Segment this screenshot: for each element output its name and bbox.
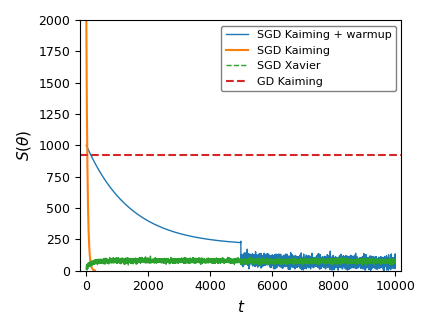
SGD Kaiming + warmup <box>144 218 149 222</box>
SGD Kaiming <box>87 246 92 250</box>
SGD Kaiming + warmup <box>378 257 383 261</box>
SGD Kaiming <box>86 241 92 245</box>
SGD Kaiming <box>87 253 92 257</box>
GD Kaiming <box>84 153 89 157</box>
SGD Kaiming + warmup <box>329 268 335 272</box>
SGD Kaiming + warmup <box>297 258 302 262</box>
GD Kaiming <box>84 153 89 157</box>
Line: SGD Xavier: SGD Xavier <box>86 256 395 270</box>
SGD Xavier <box>84 264 89 268</box>
SGD Kaiming + warmup <box>264 256 269 260</box>
SGD Kaiming <box>85 189 90 193</box>
SGD Xavier <box>148 254 153 258</box>
Line: SGD Kaiming: SGD Kaiming <box>86 20 95 271</box>
Legend: SGD Kaiming + warmup, SGD Kaiming, SGD Xavier, GD Kaiming: SGD Kaiming + warmup, SGD Kaiming, SGD X… <box>221 25 396 91</box>
SGD Kaiming + warmup <box>393 262 398 266</box>
SGD Xavier <box>293 259 298 263</box>
Y-axis label: $S(\theta)$: $S(\theta)$ <box>15 130 33 161</box>
SGD Xavier <box>115 259 120 263</box>
X-axis label: $t$: $t$ <box>237 299 245 315</box>
SGD Kaiming + warmup <box>115 195 120 199</box>
SGD Kaiming <box>84 18 89 22</box>
SGD Kaiming + warmup <box>84 143 89 147</box>
Line: SGD Kaiming + warmup: SGD Kaiming + warmup <box>86 145 395 270</box>
SGD Xavier <box>393 260 398 264</box>
SGD Xavier <box>378 258 383 262</box>
SGD Xavier <box>84 268 89 272</box>
SGD Kaiming <box>84 120 89 124</box>
SGD Xavier <box>297 259 302 263</box>
SGD Kaiming <box>91 268 96 272</box>
SGD Xavier <box>264 258 269 262</box>
SGD Xavier <box>144 259 149 263</box>
SGD Kaiming + warmup <box>293 260 298 264</box>
SGD Kaiming <box>92 269 98 273</box>
